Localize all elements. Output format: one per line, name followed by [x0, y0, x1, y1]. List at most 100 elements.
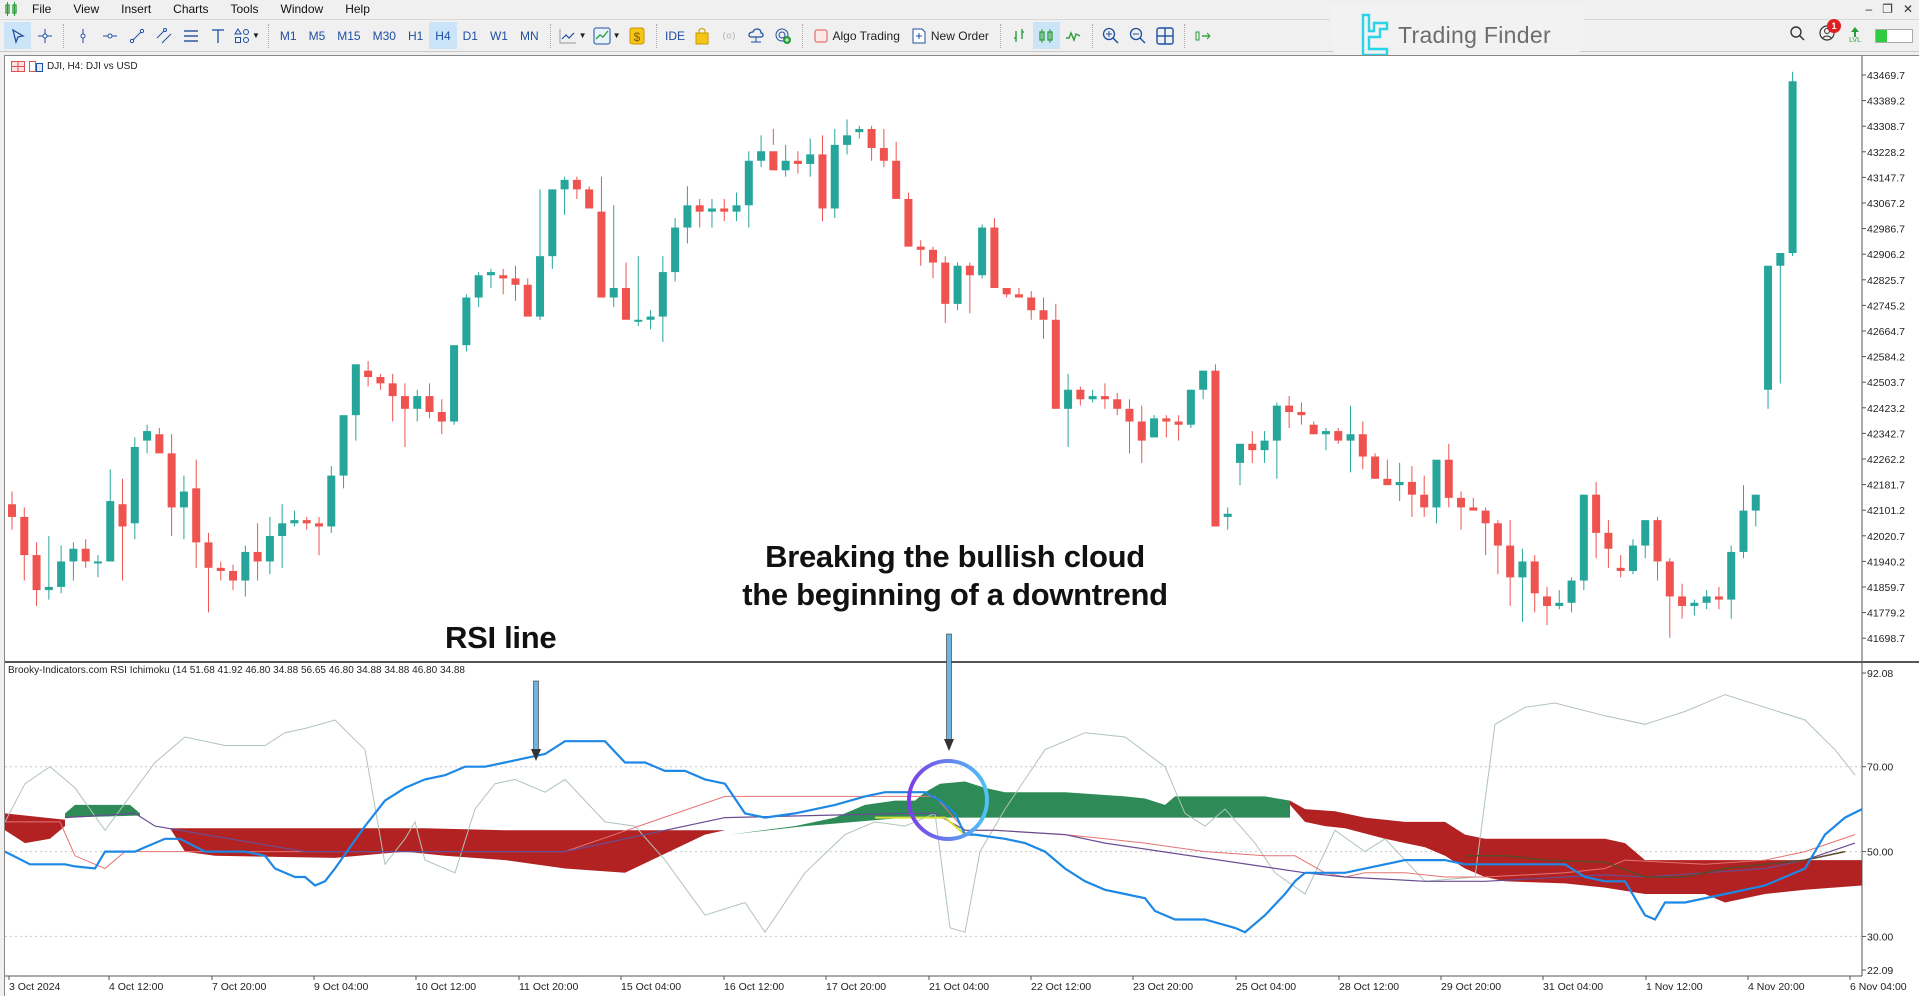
price-chart-canvas[interactable]: 43469.7 43389.2 43308.7 43228.2 43147.7 43067…: [5, 56, 1919, 996]
fibonacci-tool-button[interactable]: [177, 22, 204, 49]
indicators-button[interactable]: ▼: [556, 22, 590, 49]
horizontal-line-tool-button[interactable]: [96, 22, 123, 49]
bull-candle: [830, 144, 839, 209]
bull-candle: [69, 548, 78, 562]
bull-candle: [855, 128, 864, 133]
timeframe-d1[interactable]: D1: [462, 28, 478, 43]
bear-candle: [1678, 596, 1687, 606]
menu-window[interactable]: Window: [280, 2, 324, 16]
indicator-label: Brooky-Indicators.com RSI Ichimoku (14 5…: [8, 665, 465, 676]
zoom-out-button[interactable]: [1125, 22, 1152, 49]
market-bag-button[interactable]: [689, 22, 716, 49]
templates-button[interactable]: ▼: [590, 22, 624, 49]
menu-file[interactable]: File: [32, 2, 52, 16]
bull-candle: [1260, 440, 1269, 451]
zoom-in-button[interactable]: [1098, 22, 1125, 49]
minimize-button[interactable]: –: [1865, 2, 1873, 16]
copy-trading-button[interactable]: [770, 22, 797, 49]
bull-candle: [1186, 389, 1195, 425]
account-button[interactable]: 1: [1819, 19, 1842, 46]
crosshair-tool-button[interactable]: [31, 22, 58, 49]
vps-button[interactable]: [743, 22, 770, 49]
bull-candle: [1764, 265, 1773, 390]
timeframe-m5[interactable]: M5: [308, 28, 326, 43]
shapes-tool-button[interactable]: ▼: [231, 22, 263, 49]
menu-charts[interactable]: Charts: [173, 2, 209, 16]
algo-trading-button[interactable]: Algo Trading: [808, 22, 906, 49]
chart-window[interactable]: 43469.7 43389.2 43308.7 43228.2 43147.7 43067…: [4, 55, 1919, 996]
timeframe-m15[interactable]: M15: [337, 28, 361, 43]
chart-shift-button[interactable]: [1190, 22, 1217, 49]
search-button[interactable]: [1789, 25, 1805, 46]
close-button[interactable]: ✕: [1902, 2, 1913, 16]
price-axis-label: 43067.2: [1867, 198, 1905, 210]
timeframe-m1[interactable]: M1: [279, 28, 297, 43]
chikou-span-line: [5, 694, 1856, 934]
bull-candle: [781, 160, 790, 171]
menu-insert[interactable]: Insert: [121, 2, 152, 16]
cursor-tool-button[interactable]: [4, 22, 31, 49]
chart-title-bar: DJI, H4: DJI vs USD: [11, 61, 138, 72]
price-axis-label: 41859.7: [1867, 582, 1905, 594]
timeframe-mn[interactable]: MN: [519, 28, 539, 43]
bear-candle: [1383, 478, 1392, 486]
channel-tool-button[interactable]: [150, 22, 177, 49]
bull-candle: [1223, 513, 1232, 517]
shopping-bag-icon: [695, 27, 709, 44]
trend-line-tool-button[interactable]: [123, 22, 150, 49]
bear-candle: [904, 198, 913, 247]
highlight-circle: [907, 759, 989, 841]
line-chart-button[interactable]: [1060, 22, 1087, 49]
arrow-shaft: [533, 680, 539, 752]
vertical-line-tool-button[interactable]: [69, 22, 96, 49]
bear-candle: [1653, 520, 1662, 562]
candles-group: [8, 71, 1797, 638]
bear-candle: [1530, 561, 1539, 594]
timeframe-h4[interactable]: H4: [429, 22, 457, 49]
chevron-down-icon: ▼: [612, 31, 621, 40]
time-axis-label: 31 Oct 04:00: [1543, 981, 1603, 993]
market-button[interactable]: $: [624, 22, 651, 49]
bear-candle: [695, 205, 704, 212]
bull-candle: [450, 345, 459, 422]
time-axis-label: 21 Oct 04:00: [929, 981, 989, 993]
lvl-button[interactable]: LVL: [1849, 26, 1861, 45]
text-tool-button[interactable]: [204, 22, 231, 49]
bear-candle: [622, 287, 630, 320]
new-order-button[interactable]: New Order: [906, 22, 995, 49]
bull-candle: [486, 272, 495, 276]
bull-candle: [278, 523, 287, 537]
toolbar-separator: [655, 23, 657, 48]
chevron-down-icon: ▼: [578, 31, 587, 40]
price-axis-label: 43147.7: [1867, 172, 1905, 184]
timeframe-m30[interactable]: M30: [372, 28, 396, 43]
candlestick-chart-button[interactable]: [1032, 22, 1060, 49]
time-axis-label: 17 Oct 20:00: [826, 981, 886, 993]
bull-candle: [634, 319, 643, 322]
tile-windows-button[interactable]: [1152, 22, 1179, 49]
ide-button[interactable]: IDE: [664, 28, 685, 43]
app-logo-icon: [0, 0, 22, 18]
bar-chart-button[interactable]: [1006, 22, 1033, 49]
bear-candle: [523, 284, 532, 317]
restore-button[interactable]: ❐: [1882, 2, 1893, 16]
menu-help[interactable]: Help: [345, 2, 370, 16]
signal-broadcast-icon: [723, 31, 735, 40]
bearish-cloud: [1290, 800, 1862, 903]
bearish-cloud: [5, 813, 65, 844]
timeframe-h1[interactable]: H1: [407, 28, 424, 43]
bull-candle: [609, 287, 618, 298]
price-axis-label: 42503.7: [1867, 377, 1905, 389]
indicator-line-icon: [559, 28, 576, 43]
signals-button[interactable]: [716, 22, 743, 49]
chart-grid-icon: [11, 61, 25, 72]
bear-candle: [437, 411, 446, 422]
timeframe-w1[interactable]: W1: [489, 28, 508, 43]
menu-tools[interactable]: Tools: [230, 2, 259, 16]
price-axis-label: 43228.2: [1867, 147, 1905, 159]
bear-candle: [1469, 507, 1478, 511]
price-axis-label: 43389.2: [1867, 96, 1905, 108]
bull-candle: [560, 179, 569, 190]
menu-view[interactable]: View: [73, 2, 100, 16]
crosshair-icon: [37, 28, 52, 43]
